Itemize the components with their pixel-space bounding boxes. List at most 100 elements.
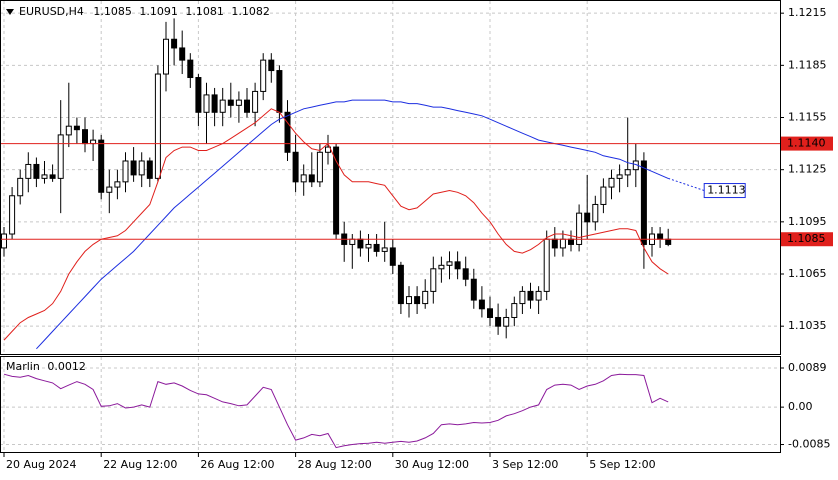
candle-body-down bbox=[462, 268, 469, 280]
candle-body-up bbox=[624, 169, 631, 176]
candle-body-down bbox=[244, 99, 250, 113]
collapse-triangle[interactable] bbox=[6, 9, 14, 15]
candle-body-up bbox=[365, 243, 372, 249]
candle-body-up bbox=[106, 186, 113, 193]
x-tick-label: 20 Aug 2024 bbox=[6, 458, 76, 471]
candle-body-down bbox=[268, 59, 275, 72]
candle-body-up bbox=[406, 296, 412, 305]
candle-body-down bbox=[195, 77, 202, 113]
header-low: 1.1081 bbox=[185, 5, 224, 18]
candle-body-up bbox=[138, 160, 145, 176]
y-tick-label: 1.1095 bbox=[788, 215, 827, 228]
marks-layer bbox=[0, 18, 780, 449]
candle-body-up bbox=[446, 261, 453, 266]
y-tick-label: 0.0089 bbox=[788, 361, 827, 374]
candle-body-down bbox=[227, 99, 234, 106]
x-tick-label: 26 Aug 12:00 bbox=[200, 458, 274, 471]
candle-body-down bbox=[478, 299, 485, 310]
candle-body-up bbox=[503, 316, 510, 327]
candle-body-down bbox=[333, 146, 340, 235]
candle-body-up bbox=[154, 73, 161, 179]
y-tick-label: 1.1185 bbox=[788, 58, 827, 71]
header-close: 1.1082 bbox=[231, 5, 270, 18]
level-label-box bbox=[781, 232, 833, 247]
candle-body-up bbox=[300, 174, 307, 183]
candle-body-down bbox=[73, 125, 80, 131]
oscillator-name: Marlin bbox=[6, 360, 40, 373]
y-tick-label: 1.1155 bbox=[788, 111, 827, 124]
candle-body-down bbox=[487, 308, 493, 318]
candle-body-up bbox=[349, 238, 356, 245]
candle-body-up bbox=[422, 290, 429, 305]
candle-body-up bbox=[9, 195, 16, 235]
grid-layer bbox=[0, 1, 780, 452]
y-tick-label: 0.00 bbox=[788, 400, 813, 413]
candle-body-up bbox=[114, 181, 121, 188]
candle-body-down bbox=[414, 296, 421, 305]
candle-body-down bbox=[527, 290, 534, 301]
candle-body-down bbox=[454, 261, 461, 270]
candle-body-up bbox=[559, 238, 566, 249]
candle-body-down bbox=[187, 59, 194, 79]
x-tick-label: 22 Aug 12:00 bbox=[103, 458, 177, 471]
candle-body-up bbox=[438, 264, 445, 270]
x-tick-label: 30 Aug 12:00 bbox=[395, 458, 469, 471]
oscillator-header: Marlin 0.0012 bbox=[6, 360, 86, 373]
candle-body-down bbox=[470, 278, 477, 301]
label-layer: 20 Aug 2024 22 Aug 12:00 26 Aug 12:00 28 Au… bbox=[3, 6, 833, 471]
candle-body-down bbox=[657, 233, 664, 240]
header-open: 1.1085 bbox=[93, 5, 132, 18]
indicator-line bbox=[36, 99, 669, 350]
candle-body-up bbox=[316, 151, 323, 183]
candle-body-down bbox=[211, 94, 218, 113]
candle-body-up bbox=[235, 99, 242, 106]
candle-body-down bbox=[82, 129, 88, 145]
candle-body-down bbox=[568, 238, 574, 245]
y-tick-label: 1.1125 bbox=[788, 163, 827, 176]
y-tick-label: 1.1035 bbox=[788, 319, 827, 332]
candle-body-up bbox=[600, 186, 607, 205]
main-panel-frame bbox=[0, 0, 781, 355]
y-tick-label: 1.1215 bbox=[788, 6, 827, 19]
candle-body-down bbox=[640, 160, 647, 245]
projection-label: 1.1113 bbox=[707, 184, 746, 197]
candle-body-up bbox=[41, 174, 48, 179]
candle-body-up bbox=[65, 125, 72, 136]
level-label: 1.1140 bbox=[787, 137, 826, 150]
candle-body-down bbox=[665, 238, 672, 245]
candle-body-up bbox=[90, 139, 97, 145]
candle-body-down bbox=[98, 139, 105, 193]
symbol: EURUSD,H4 bbox=[19, 5, 84, 18]
candle-body-up bbox=[163, 38, 169, 75]
x-tick-label: 28 Aug 12:00 bbox=[298, 458, 372, 471]
projection-label-box bbox=[703, 183, 746, 199]
level-label: 1.1085 bbox=[787, 232, 826, 245]
candle-body-down bbox=[397, 264, 404, 305]
candle-body-up bbox=[592, 203, 599, 223]
candle-body-down bbox=[551, 238, 558, 249]
candle-body-up bbox=[260, 59, 267, 92]
candle-body-down bbox=[179, 47, 186, 61]
oscillator-panel-frame bbox=[0, 356, 781, 453]
candle-body-up bbox=[25, 163, 32, 179]
candle-body-up bbox=[543, 238, 550, 292]
candle-body-down bbox=[33, 163, 40, 179]
header-high: 1.1091 bbox=[139, 5, 178, 18]
candle-body-up bbox=[381, 247, 388, 252]
candle-body-up bbox=[1, 233, 7, 249]
y-tick-label: -0.0085 bbox=[788, 438, 830, 451]
candle-body-down bbox=[276, 70, 283, 113]
candle-body-down bbox=[357, 238, 364, 249]
candle-body-up bbox=[535, 290, 542, 301]
candle-body-up bbox=[122, 160, 129, 183]
candle-body-down bbox=[284, 111, 291, 153]
candle-body-down bbox=[171, 38, 178, 49]
candle-body-down bbox=[308, 174, 315, 183]
candle-body-up bbox=[576, 212, 583, 245]
candle-body-down bbox=[49, 174, 56, 179]
x-tick-label: 5 Sep 12:00 bbox=[589, 458, 655, 471]
level-label-box bbox=[781, 136, 833, 151]
